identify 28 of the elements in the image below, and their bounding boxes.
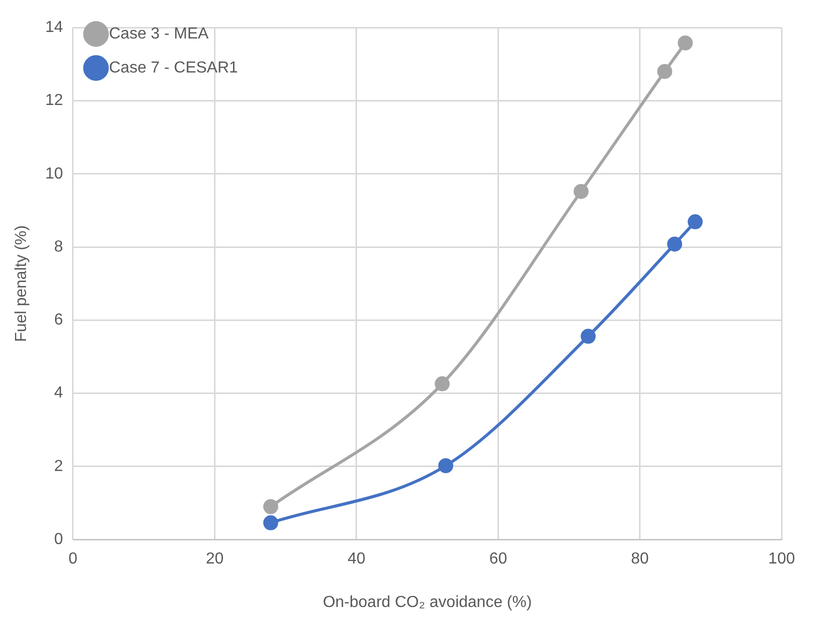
point <box>438 458 454 474</box>
x-tick-label: 60 <box>489 550 508 568</box>
point <box>263 515 278 530</box>
y-axis-title: Fuel penalty (%) <box>13 225 30 342</box>
y-tick-label: 2 <box>54 458 64 475</box>
x-tick-label: 20 <box>206 550 224 568</box>
point <box>263 499 278 514</box>
point <box>657 64 672 79</box>
y-tick-label: 0 <box>54 531 64 548</box>
y-tick-label: 12 <box>45 92 64 110</box>
legend-label: Case 7 - CESAR1 <box>108 59 238 76</box>
legend-label: Case 3 - MEA <box>108 25 209 42</box>
y-tick-label: 4 <box>54 384 64 402</box>
x-tick-label: 100 <box>768 550 796 568</box>
y-tick-label: 14 <box>45 19 64 36</box>
point <box>667 236 682 252</box>
x-tick-label: 80 <box>631 550 649 568</box>
point <box>688 214 703 230</box>
point <box>574 184 589 199</box>
y-tick-label: 6 <box>54 312 64 329</box>
x-tick-label: 40 <box>348 550 366 568</box>
x-axis-title: On-board CO₂ avoidance (%) <box>322 594 532 611</box>
y-tick-label: 8 <box>54 238 64 256</box>
x-tick-label: 0 <box>68 550 78 568</box>
point <box>678 35 693 50</box>
y-tick-label: 10 <box>45 165 64 182</box>
point <box>580 328 596 344</box>
point <box>434 376 450 392</box>
